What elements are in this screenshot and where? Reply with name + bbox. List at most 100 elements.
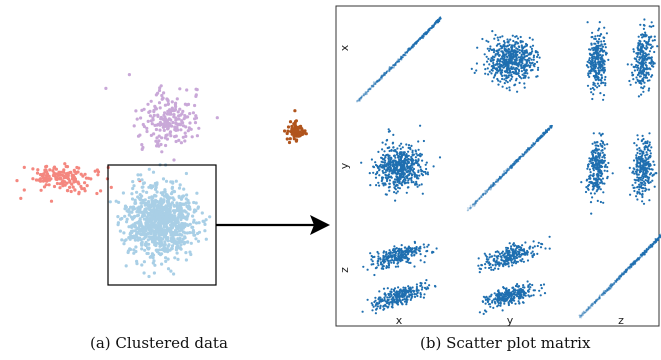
point: [394, 265, 397, 268]
point: [650, 168, 653, 171]
point: [367, 90, 369, 93]
point: [135, 214, 139, 218]
point: [195, 88, 199, 92]
point: [167, 117, 171, 121]
point: [639, 158, 642, 161]
point: [597, 44, 600, 47]
point: [509, 55, 512, 58]
point: [398, 181, 401, 185]
point: [369, 252, 372, 255]
point: [172, 190, 177, 194]
point: [508, 71, 512, 74]
point: [425, 279, 428, 282]
point: [643, 166, 646, 169]
point: [647, 43, 650, 46]
point: [406, 186, 409, 189]
point: [362, 93, 365, 95]
point: [15, 179, 19, 183]
point: [636, 68, 639, 72]
point: [496, 256, 499, 259]
point: [166, 239, 170, 243]
point: [651, 45, 654, 48]
point: [469, 206, 472, 208]
point: [435, 247, 438, 250]
point: [651, 39, 654, 42]
point: [642, 202, 646, 205]
point: [502, 63, 506, 66]
point: [370, 85, 373, 88]
point: [158, 128, 162, 132]
point: [388, 179, 391, 182]
point: [373, 83, 375, 85]
point: [471, 203, 474, 206]
point: [641, 190, 644, 193]
point: [528, 246, 531, 249]
point: [400, 142, 403, 145]
point: [645, 53, 648, 57]
point: [514, 67, 518, 70]
point: [642, 23, 646, 27]
point: [290, 124, 294, 129]
point: [19, 196, 23, 200]
point: [414, 156, 417, 159]
point: [407, 165, 410, 168]
point: [638, 183, 641, 186]
point: [643, 18, 646, 21]
point: [643, 55, 646, 58]
point: [77, 182, 81, 186]
point: [362, 94, 365, 97]
point: [489, 45, 492, 48]
point: [360, 96, 363, 99]
point: [591, 35, 594, 39]
point: [514, 83, 517, 86]
point: [603, 143, 606, 146]
point: [138, 229, 142, 233]
point: [55, 176, 59, 180]
point: [593, 66, 596, 69]
point: [512, 54, 515, 57]
point: [404, 156, 407, 159]
point: [285, 137, 289, 141]
point: [186, 198, 190, 203]
point: [150, 216, 154, 220]
point: [635, 172, 638, 175]
point: [387, 259, 390, 263]
point: [596, 51, 599, 54]
point: [175, 227, 180, 231]
point: [590, 212, 593, 215]
point: [49, 199, 54, 203]
point: [177, 194, 181, 198]
point: [484, 190, 486, 192]
point: [637, 95, 641, 98]
point: [398, 144, 401, 147]
point: [63, 162, 67, 166]
point: [159, 207, 163, 211]
point: [151, 170, 156, 174]
point: [514, 49, 517, 52]
point: [513, 257, 517, 260]
point: [122, 242, 126, 246]
point: [406, 295, 409, 298]
point: [131, 186, 135, 191]
point: [153, 263, 157, 267]
point: [637, 157, 640, 160]
point: [126, 249, 130, 253]
point: [134, 249, 138, 254]
point: [166, 102, 170, 106]
point: [187, 201, 191, 205]
point: [634, 81, 638, 84]
point: [600, 40, 603, 43]
point: [510, 67, 514, 71]
point: [364, 93, 367, 95]
point: [437, 18, 440, 21]
point: [104, 86, 108, 90]
point: [598, 165, 602, 168]
point: [648, 50, 652, 53]
point: [409, 177, 412, 180]
point: [398, 251, 401, 254]
point: [379, 262, 383, 266]
point: [383, 72, 385, 75]
point: [138, 217, 142, 221]
point: [148, 255, 152, 259]
